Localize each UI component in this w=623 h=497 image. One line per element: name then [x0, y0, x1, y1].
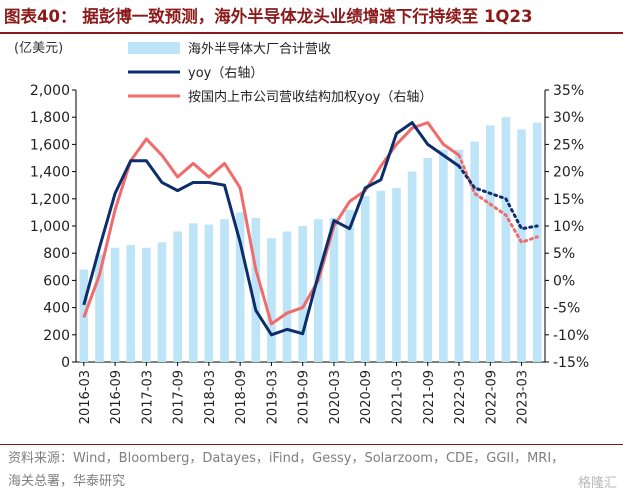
left-tick-label: 1,600 [30, 137, 70, 153]
legend-bar-swatch [128, 42, 180, 54]
x-tick-label: 2016-09 [109, 370, 124, 424]
left-tick-label: 600 [43, 273, 70, 289]
title-divider [0, 32, 623, 34]
revenue-bar [126, 245, 136, 362]
revenue-bar [360, 196, 370, 362]
x-tick-label: 2019-03 [265, 370, 280, 424]
revenue-bar [376, 190, 386, 362]
right-tick-label: 30% [553, 110, 584, 126]
x-tick-label: 2018-09 [234, 370, 249, 424]
x-tick-label: 2020-09 [359, 370, 374, 424]
x-tick-label: 2018-03 [203, 370, 218, 424]
revenue-bar [251, 217, 261, 362]
left-tick-label: 1,400 [30, 165, 70, 181]
x-tick-label: 2022-09 [484, 370, 499, 424]
revenue-bar [439, 149, 448, 362]
x-tick-label: 2021-03 [390, 370, 405, 424]
bar-series [79, 117, 542, 362]
revenue-bar [220, 219, 229, 362]
revenue-bar [485, 125, 495, 362]
watermark-logo: 格隆汇 [577, 476, 617, 491]
revenue-bar [517, 129, 526, 362]
chart-axes [72, 89, 549, 366]
chart: 0 200 400 600 800 1,000 1,200 1,400 1,600 1,800 2,… [14, 41, 589, 424]
revenue-bar [235, 212, 245, 362]
revenue-bar [470, 141, 479, 362]
right-tick-label: -10% [553, 328, 589, 344]
legend-weighted-label: 按国内上市公司营收结构加权yoy（右轴） [188, 89, 432, 105]
axis-labels: 0 200 400 600 800 1,000 1,200 1,400 1,600 1,800 2,… [30, 83, 589, 424]
left-axis-unit: (亿美元) [14, 41, 63, 56]
revenue-bar [345, 209, 354, 362]
revenue-bar [392, 187, 401, 362]
x-tick-label: 2019-09 [297, 370, 312, 424]
source-note: 资料来源：Wind，Bloomberg，Datayes，iFind，Gessy，… [8, 451, 565, 489]
line-series [82, 121, 539, 337]
right-tick-label: 15% [553, 192, 584, 208]
revenue-bar [173, 231, 182, 362]
revenue-bar [188, 223, 198, 362]
legend-bar-label: 海外半导体大厂合计营收 [188, 42, 331, 57]
x-tick-label: 2016-03 [78, 370, 93, 424]
legend-yoy-label: yoy（右轴） [188, 66, 263, 81]
revenue-bar [329, 217, 339, 362]
x-tick-label: 2021-09 [422, 370, 437, 424]
revenue-bar [298, 226, 307, 362]
right-tick-label: -15% [553, 355, 589, 371]
left-tick-label: 200 [43, 328, 70, 344]
left-tick-label: 400 [43, 301, 70, 317]
x-tick-label: 2017-09 [172, 370, 187, 424]
left-tick-label: 800 [43, 246, 70, 262]
source-divider [0, 444, 623, 445]
chart-title: 图表40： 据彭博一致预测，海外半导体龙头业绩增速下行持续至 1Q23 [4, 7, 533, 26]
revenue-bar [110, 247, 120, 362]
revenue-bar [204, 224, 214, 362]
right-tick-label: 5% [553, 246, 575, 262]
left-tick-label: 1,000 [30, 219, 70, 235]
weighted-yoy-actual-line [82, 121, 460, 326]
right-tick-label: 20% [553, 165, 584, 181]
revenue-bar [532, 122, 542, 362]
left-tick-label: 0 [61, 355, 70, 371]
revenue-bar [423, 158, 433, 362]
left-tick-label: 2,000 [30, 83, 70, 99]
right-tick-label: 35% [553, 83, 584, 99]
revenue-bar [454, 149, 464, 362]
revenue-bar [157, 242, 167, 362]
revenue-bar [314, 219, 323, 362]
legend: 海外半导体大厂合计营收 yoy（右轴） 按国内上市公司营收结构加权yoy（右轴） [128, 42, 432, 105]
x-tick-label: 2022-03 [453, 370, 468, 424]
right-tick-label: 10% [553, 219, 584, 235]
weighted-yoy-forecast-line [457, 153, 539, 245]
right-tick-label: -5% [553, 301, 580, 317]
revenue-bar [282, 231, 292, 362]
yoy-forecast-line [457, 164, 539, 231]
yoy-actual-line [82, 121, 460, 337]
right-tick-label: 25% [553, 137, 584, 153]
revenue-bar [407, 171, 417, 362]
revenue-bar [95, 254, 104, 362]
revenue-bar [142, 247, 151, 362]
x-tick-label: 2023-03 [516, 370, 531, 424]
x-tick-label: 2017-03 [140, 370, 155, 424]
left-tick-label: 1,800 [30, 110, 70, 126]
revenue-bar [267, 238, 276, 362]
right-tick-label: 0% [553, 273, 575, 289]
revenue-bar [501, 117, 511, 362]
left-tick-label: 1,200 [30, 192, 70, 208]
x-tick-label: 2020-03 [328, 370, 343, 424]
